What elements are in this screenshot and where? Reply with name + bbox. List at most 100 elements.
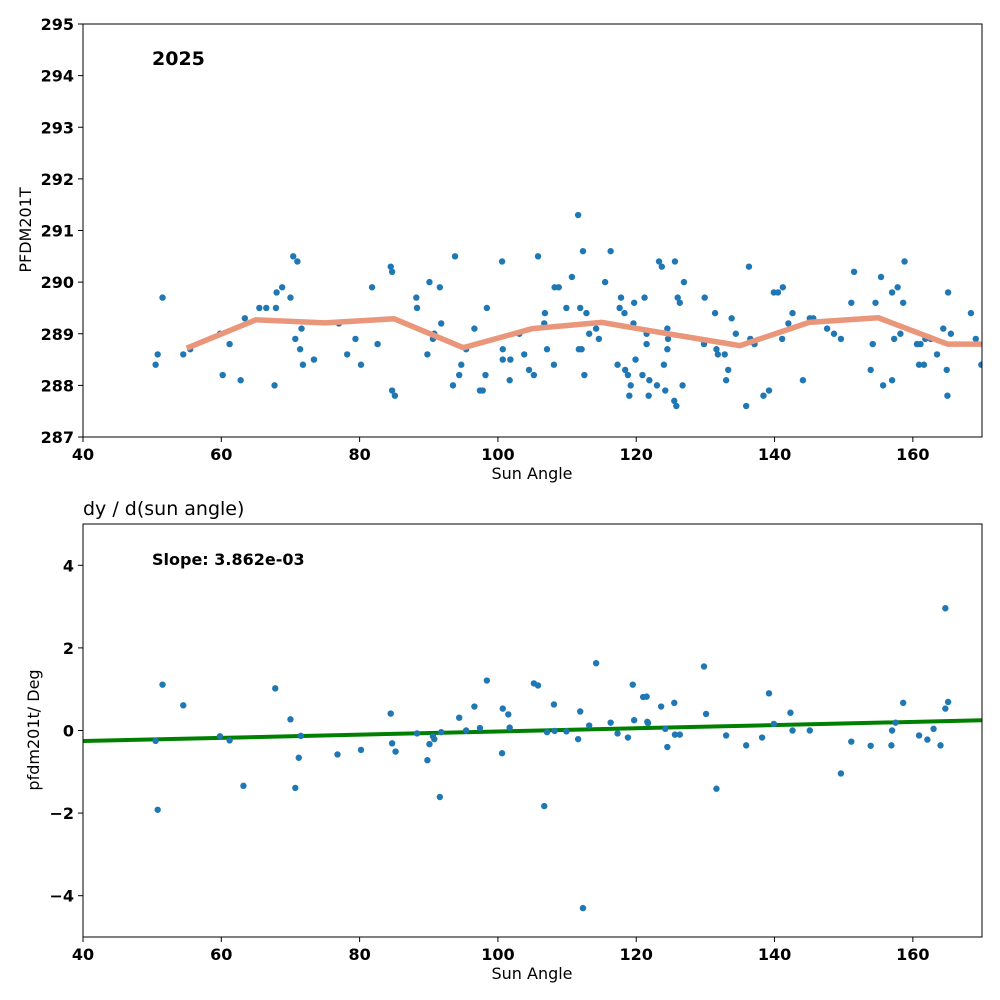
data-point — [438, 728, 445, 736]
data-point — [662, 725, 669, 733]
top-y-axis-label: PFDM201T — [16, 187, 35, 273]
data-point — [541, 309, 549, 317]
data-point — [287, 294, 294, 301]
data-point — [778, 335, 786, 343]
data-point — [867, 742, 874, 749]
top-x-axis-label: Sun Angle — [491, 464, 572, 483]
data-point — [216, 733, 224, 740]
bottom-plot-marks — [83, 605, 982, 912]
data-point — [679, 382, 686, 389]
data-point — [226, 340, 233, 348]
data-point — [586, 722, 593, 729]
x-tick-label: 40 — [72, 945, 94, 964]
data-point — [152, 737, 159, 745]
data-point — [152, 361, 159, 368]
data-point — [933, 351, 941, 358]
data-point — [278, 284, 286, 291]
top-panel: 40 60 80 100 120 140 160 287 288 289 290 291 292 293… — [16, 15, 983, 483]
data-point — [592, 659, 600, 667]
data-point — [483, 677, 491, 684]
data-point — [765, 387, 773, 394]
data-point — [431, 735, 438, 743]
data-point — [387, 710, 394, 717]
data-point — [770, 720, 778, 728]
data-point — [655, 258, 663, 265]
data-point — [920, 361, 928, 368]
data-point — [664, 743, 671, 751]
data-point — [455, 371, 463, 379]
data-point — [657, 703, 665, 710]
data-point — [664, 325, 671, 332]
data-point — [877, 273, 885, 281]
data-point — [830, 330, 838, 337]
data-point — [607, 247, 614, 255]
data-point — [296, 346, 304, 353]
data-point — [357, 746, 365, 754]
data-point — [837, 335, 845, 343]
data-point — [643, 340, 650, 348]
y-tick-label: 2 — [63, 639, 74, 658]
data-point — [713, 785, 720, 792]
data-point — [458, 361, 465, 368]
bottom-x-axis-ticks: 40 60 80 100 120 140 160 — [72, 937, 930, 964]
data-point — [758, 734, 766, 741]
data-point — [888, 289, 896, 296]
data-point — [476, 724, 484, 732]
data-point — [499, 356, 506, 363]
data-point — [294, 258, 301, 265]
bottom-y-axis-label: pfdm201t/ Deg — [24, 669, 43, 790]
data-point — [785, 320, 792, 327]
data-point — [479, 387, 486, 394]
data-point — [555, 284, 562, 291]
y-tick-label: 289 — [41, 325, 74, 344]
data-point — [930, 725, 937, 733]
data-point — [578, 346, 585, 353]
data-point — [702, 710, 710, 718]
data-point — [543, 346, 551, 353]
data-point — [343, 351, 351, 358]
data-point — [621, 309, 628, 317]
y-tick-label: 295 — [41, 15, 74, 34]
data-point — [290, 253, 297, 260]
data-point — [897, 330, 904, 337]
data-point — [616, 304, 623, 312]
data-point — [671, 258, 679, 265]
x-tick-label: 140 — [758, 945, 791, 964]
data-point — [888, 727, 896, 734]
data-point — [273, 289, 280, 296]
top-plot-marks — [152, 211, 982, 410]
data-point — [534, 253, 542, 260]
data-point — [676, 299, 683, 306]
data-point — [680, 278, 688, 286]
bottom-annotation: Slope: 3.862e-03 — [152, 550, 305, 569]
data-point — [765, 690, 773, 697]
data-point — [641, 294, 648, 301]
data-point — [388, 740, 396, 747]
data-point — [543, 728, 551, 736]
data-point — [568, 273, 576, 281]
data-point — [292, 784, 299, 792]
data-point — [499, 346, 506, 353]
data-point — [915, 361, 923, 368]
data-point — [357, 361, 365, 368]
data-point — [426, 740, 433, 748]
smoothed-line — [185, 314, 982, 351]
data-point — [614, 730, 621, 737]
data-point — [627, 382, 634, 389]
data-point — [525, 366, 533, 374]
data-point — [779, 284, 787, 291]
x-tick-label: 120 — [620, 445, 653, 464]
data-point — [581, 371, 588, 379]
y-tick-label: 292 — [41, 170, 74, 189]
data-point — [438, 320, 445, 327]
data-point — [630, 299, 638, 306]
data-point — [451, 253, 459, 260]
data-point — [624, 734, 632, 741]
data-point — [413, 730, 421, 737]
data-point — [942, 705, 949, 712]
data-point — [869, 340, 876, 348]
data-point — [563, 304, 570, 312]
data-point — [745, 263, 753, 270]
data-point — [646, 377, 653, 384]
